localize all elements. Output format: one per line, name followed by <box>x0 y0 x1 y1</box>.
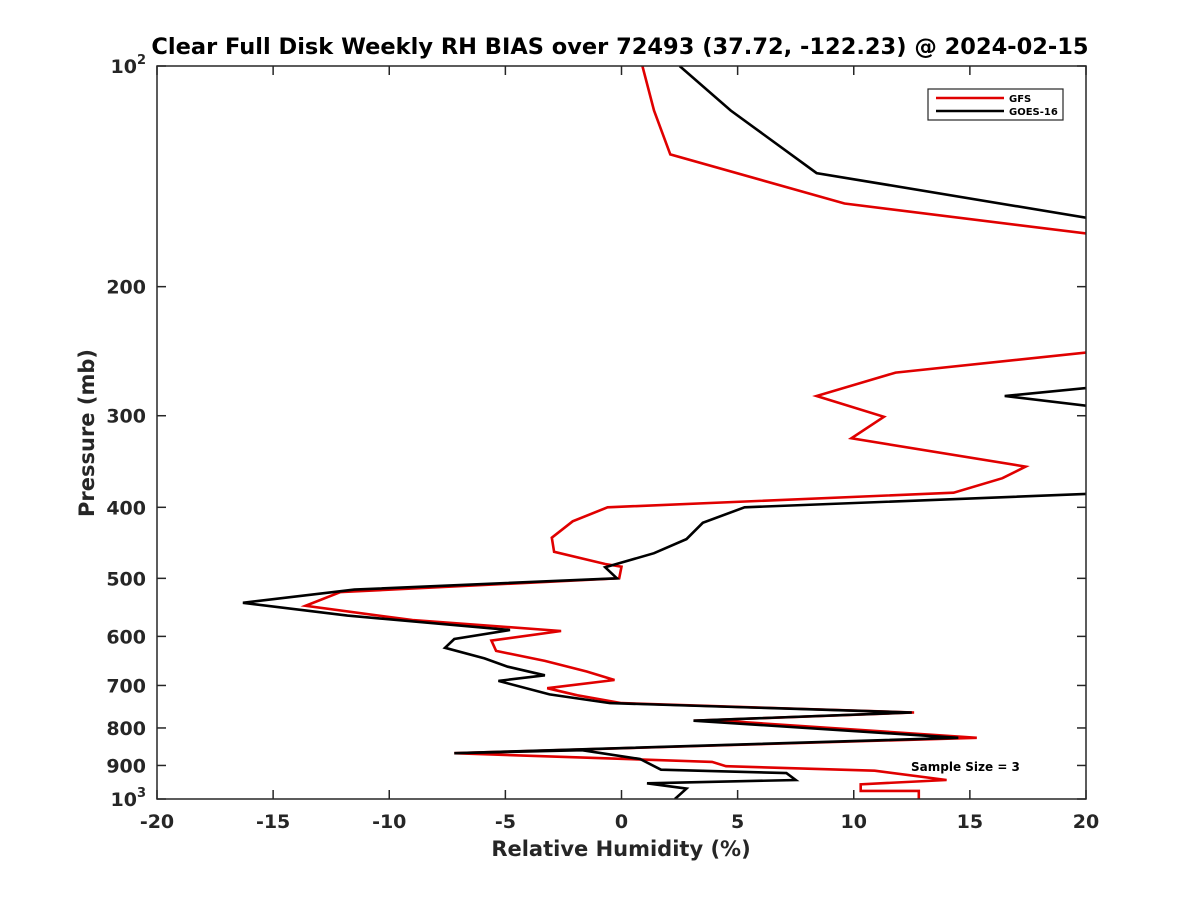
x-tick-label: -5 <box>495 811 516 833</box>
y-tick-label: 600 <box>106 626 146 648</box>
y-tick-label: 900 <box>106 755 146 777</box>
legend: GFS GOES-16 <box>927 88 1064 121</box>
x-axis: -20 -15 -10 -5 0 5 10 15 20 <box>140 66 1099 833</box>
y-tick-label: 700 <box>106 675 146 697</box>
x-tick-label: -10 <box>372 811 406 833</box>
legend-label: GFS <box>1009 94 1031 105</box>
x-tick-label: 0 <box>615 811 628 833</box>
legend-label: GOES-16 <box>1009 107 1058 118</box>
series-line-goes-16-2 <box>1004 386 1086 408</box>
x-tick-label: 10 <box>841 811 867 833</box>
series-line-goes-16-1 <box>678 66 1086 219</box>
y-tick-label: 500 <box>106 568 146 590</box>
x-tick-label: -15 <box>256 811 290 833</box>
legend-box <box>927 88 1064 121</box>
y-tick-label-exponent: 3 <box>137 786 146 801</box>
y-tick-label-base: 500 <box>106 568 146 590</box>
y-tick-label: 103 <box>111 786 147 811</box>
y-tick-label: 200 <box>106 277 146 299</box>
y-tick-label: 400 <box>106 497 146 519</box>
y-tick-label: 300 <box>106 406 146 428</box>
sample-size-annotation: Sample Size = 3 <box>911 760 1020 774</box>
x-tick-label: 15 <box>957 811 983 833</box>
y-tick-label-base: 800 <box>106 718 146 740</box>
y-tick-label-exponent: 2 <box>137 53 146 68</box>
y-tick-label-base: 10 <box>111 789 137 811</box>
y-tick-label-base: 200 <box>106 277 146 299</box>
series-line-goes-16-3 <box>242 492 1086 799</box>
series-line-gfs-1 <box>641 66 1086 235</box>
y-tick-label-base: 400 <box>106 497 146 519</box>
series-layer <box>242 66 1086 799</box>
y-tick-label-base: 600 <box>106 626 146 648</box>
x-axis-label: Relative Humidity (%) <box>491 837 750 861</box>
series-line-gfs-2 <box>300 351 1086 799</box>
plot-frame <box>156 65 1087 800</box>
y-tick-label-base: 300 <box>106 406 146 428</box>
y-tick-label-base: 10 <box>111 56 137 78</box>
y-tick-label: 102 <box>111 53 147 78</box>
y-tick-label-base: 900 <box>106 755 146 777</box>
y-axis-label: Pressure (mb) <box>75 349 99 517</box>
y-tick-label: 800 <box>106 718 146 740</box>
x-tick-label: 5 <box>731 811 744 833</box>
chart-title: Clear Full Disk Weekly RH BIAS over 7249… <box>151 34 1088 60</box>
y-tick-label-base: 700 <box>106 675 146 697</box>
x-tick-label: -20 <box>140 811 174 833</box>
x-tick-label: 20 <box>1073 811 1099 833</box>
